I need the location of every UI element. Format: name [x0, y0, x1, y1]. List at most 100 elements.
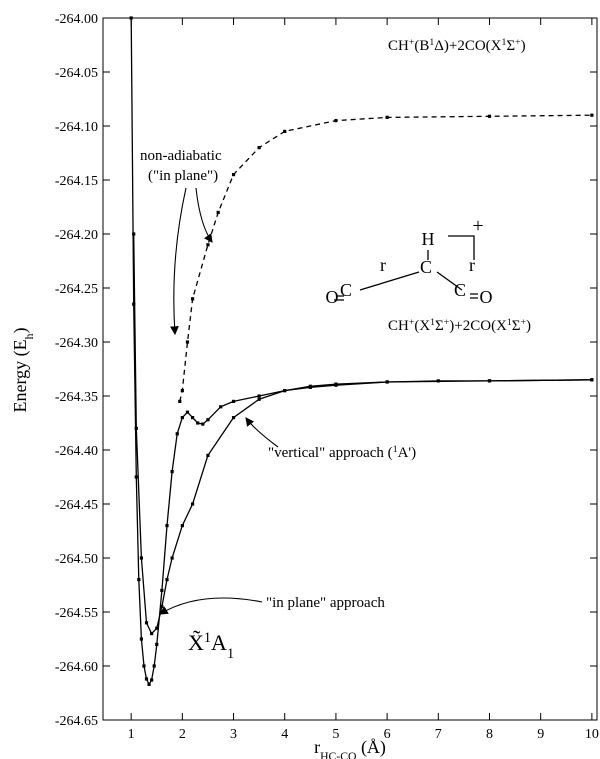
text-part: )	[526, 318, 531, 334]
text-part: )+2CO(X	[449, 318, 507, 334]
text-part: 1	[393, 444, 398, 455]
x-tick-label: 4	[281, 727, 288, 742]
text-part: ("in plane")	[148, 168, 218, 184]
text-part: Energy (E	[10, 339, 31, 412]
y-tick-label: -264.15	[55, 174, 98, 189]
data-point	[137, 578, 141, 582]
text-part: 1	[429, 37, 434, 48]
text-part: CH	[388, 38, 409, 54]
y-tick-label: -264.00	[55, 12, 98, 27]
data-point	[180, 416, 184, 420]
data-point	[196, 421, 200, 425]
data-point	[150, 632, 154, 636]
data-point	[129, 16, 133, 20]
data-point	[134, 426, 138, 430]
structure-label: O	[480, 287, 493, 307]
series-line	[130, 17, 592, 686]
text-part: "vertical" approach (	[268, 445, 393, 461]
annotation: X̃1A1	[188, 630, 234, 662]
structure-label: C	[454, 280, 466, 300]
x-tick-label: 10	[585, 727, 599, 742]
y-tick-label: -264.05	[55, 66, 98, 81]
data-point	[175, 432, 179, 436]
text-part: 1	[430, 317, 435, 328]
structure-label: O	[326, 287, 339, 307]
structure-label: r	[380, 255, 386, 275]
data-point	[231, 416, 236, 420]
x-tick-label: 9	[537, 727, 544, 742]
data-point	[206, 243, 210, 247]
data-point	[334, 119, 338, 123]
structure-label: +	[472, 215, 483, 237]
y-tick-label: -264.20	[55, 228, 98, 243]
data-point	[487, 114, 492, 118]
structure-label: C	[340, 280, 352, 300]
data-point	[155, 642, 159, 646]
x-tick-label: 5	[332, 727, 339, 742]
text-part: A	[211, 630, 227, 655]
data-point	[180, 524, 184, 528]
structure-label: C	[420, 257, 432, 277]
arrow	[170, 187, 187, 336]
x-tick-label: 1	[128, 727, 135, 742]
data-point	[190, 416, 195, 420]
text-part: Σ	[506, 38, 515, 54]
data-point	[231, 399, 236, 403]
text-part: 1	[204, 630, 211, 646]
text-part: A')	[398, 445, 417, 461]
text-part: +	[409, 317, 415, 328]
data-point	[487, 379, 492, 383]
y-tick-label: -264.55	[55, 606, 98, 621]
data-point	[283, 129, 287, 133]
bond	[334, 295, 344, 301]
y-tick-label: -264.45	[55, 498, 98, 513]
text-part: +	[521, 317, 527, 328]
arrow	[245, 417, 279, 448]
annotation: CH+(X1Σ+)+2CO(X1Σ+)	[388, 317, 531, 335]
data-point	[144, 677, 149, 681]
data-point	[132, 232, 136, 236]
data-point	[152, 664, 156, 668]
data-point	[180, 389, 184, 393]
data-point	[590, 113, 594, 117]
data-point	[385, 380, 389, 384]
data-point	[160, 605, 164, 609]
x-tick-label: 2	[179, 727, 186, 742]
data-point	[147, 682, 151, 686]
data-point	[150, 678, 154, 682]
arrow	[195, 187, 213, 243]
y-tick-label: -264.25	[55, 282, 98, 297]
bond	[470, 293, 478, 299]
y-axis-label: Energy (Eh)	[10, 328, 36, 413]
data-point	[178, 399, 182, 403]
data-point	[142, 664, 146, 668]
data-point	[206, 418, 210, 422]
plot-frame	[102, 17, 598, 721]
text-part: Δ)+2CO(X	[434, 38, 501, 54]
data-point	[257, 394, 261, 398]
text-part: )	[521, 38, 526, 54]
text-part: HC-CO	[320, 750, 356, 759]
data-point	[257, 146, 261, 150]
text-part: +	[515, 37, 521, 48]
data-point	[139, 637, 143, 641]
structure-label: H	[422, 229, 435, 249]
annotation: "vertical" approach (1A')	[268, 444, 416, 462]
x-tick-label: 6	[384, 727, 391, 742]
x-tick-label: 3	[230, 727, 237, 742]
annotation: non-adiabatic	[140, 148, 222, 164]
bond	[448, 235, 475, 260]
text-part: CH	[388, 318, 409, 334]
data-point	[231, 173, 236, 177]
data-point	[170, 556, 174, 560]
y-tick-label: -264.60	[55, 660, 98, 675]
data-point	[334, 383, 338, 387]
x-tick-label: 8	[486, 727, 493, 742]
y-tick-label: -264.35	[55, 390, 98, 405]
data-point	[165, 524, 169, 528]
text-part: 1	[501, 37, 506, 48]
structure-label: r	[469, 255, 475, 275]
y-tick-label: -264.10	[55, 120, 98, 135]
data-point	[385, 115, 389, 119]
data-point	[216, 210, 220, 214]
